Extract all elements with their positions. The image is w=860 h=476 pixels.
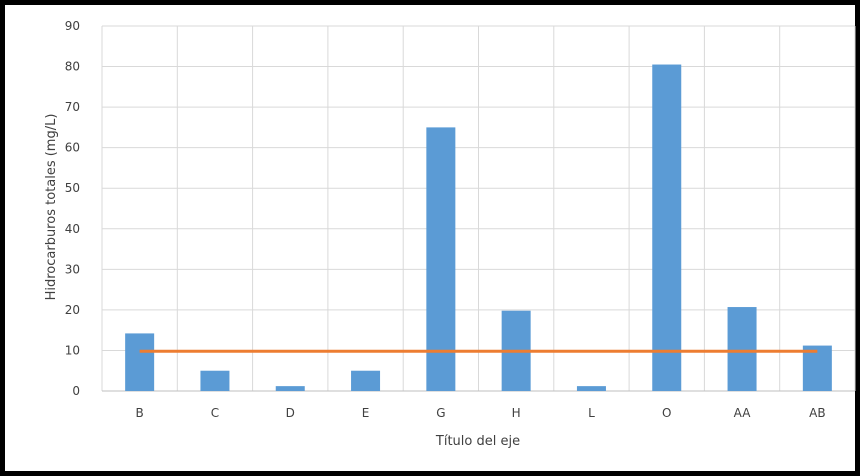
y-tick-label: 20 <box>65 303 80 317</box>
y-tick-label: 40 <box>65 222 80 236</box>
x-tick-label: E <box>362 406 370 420</box>
bar-AA <box>727 307 757 391</box>
x-axis-title: Título del eje <box>435 434 520 449</box>
bar-L <box>576 386 606 391</box>
x-tick-label: D <box>286 406 295 420</box>
y-tick-label: 0 <box>72 384 80 398</box>
x-tick-label: H <box>512 406 521 420</box>
y-axis-ticks: 0 10 20 30 40 50 60 70 80 90 <box>65 19 80 398</box>
bar-B <box>125 333 155 391</box>
y-tick-label: 70 <box>65 100 80 114</box>
bar-O <box>652 64 682 392</box>
y-tick-label: 30 <box>65 262 80 276</box>
y-tick-label: 10 <box>65 343 80 357</box>
bar-E <box>351 370 381 391</box>
y-axis-title: Hidrocarburos totales (mg/L) <box>44 114 59 301</box>
y-tick-label: 50 <box>65 181 80 195</box>
bar-D <box>275 386 305 391</box>
x-tick-label: C <box>211 406 219 420</box>
bar-G <box>426 127 456 391</box>
x-tick-label: AB <box>809 406 825 420</box>
bar-C <box>200 370 230 391</box>
x-axis-ticks: B C D E G H L O AA AB <box>136 406 826 420</box>
bars <box>125 64 832 392</box>
y-tick-label: 80 <box>65 60 80 74</box>
x-tick-label: AA <box>734 406 752 420</box>
y-tick-label: 90 <box>65 19 80 33</box>
x-tick-label: O <box>662 406 671 420</box>
bar-AB <box>802 345 832 391</box>
x-tick-label: L <box>588 406 595 420</box>
x-tick-label: G <box>436 406 445 420</box>
x-tick-label: B <box>136 406 144 420</box>
y-tick-label: 60 <box>65 141 80 155</box>
